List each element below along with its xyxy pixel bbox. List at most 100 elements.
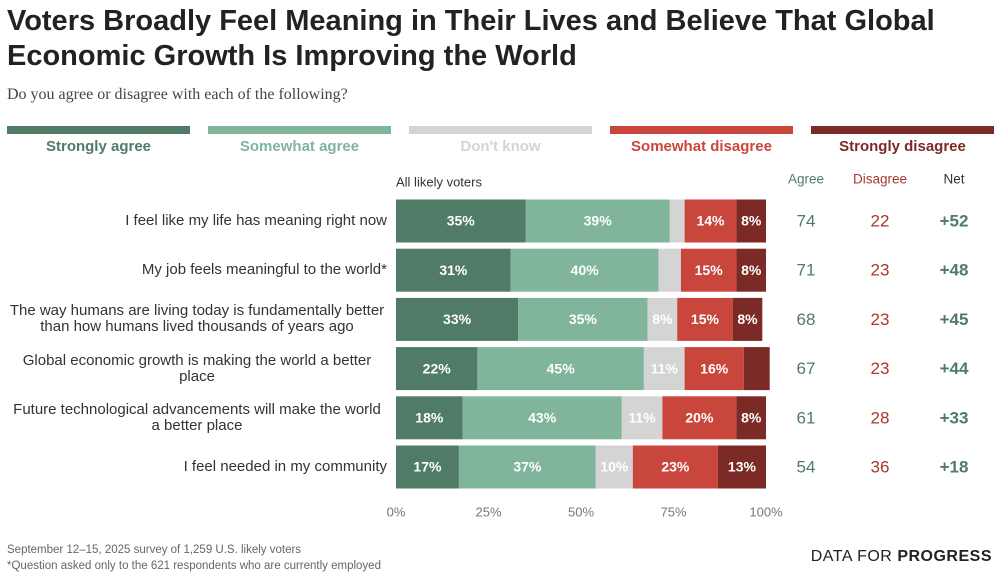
brand: DATA FOR PROGRESS — [811, 548, 992, 566]
bar-segment — [525, 199, 670, 243]
data-label: 20% — [685, 410, 714, 426]
category-text: I feel like my life has meaning right no… — [125, 212, 387, 229]
data-label: 33% — [443, 311, 472, 327]
column-header: Agree — [788, 172, 824, 187]
data-label: 15% — [695, 262, 724, 278]
data-label: 16% — [700, 360, 729, 376]
bar-segment — [684, 199, 737, 243]
bar-segment — [477, 347, 644, 391]
bar-segment — [743, 347, 770, 391]
bar-segment — [736, 199, 766, 243]
category-text: I feel needed in my community — [183, 458, 387, 475]
category-text: The way humans are living today is funda… — [9, 302, 385, 336]
bar-segment — [658, 248, 681, 292]
column-value: +18 — [940, 457, 969, 476]
data-label: 15% — [691, 311, 720, 327]
bar-segment — [458, 445, 596, 489]
legend-label: Don't know — [460, 138, 541, 155]
column-value: +52 — [940, 211, 969, 230]
data-label: 8% — [652, 311, 673, 327]
category-label: The way humans are living today is funda… — [0, 297, 387, 341]
bar-segment — [396, 347, 478, 391]
category-label: Future technological advancements will m… — [0, 396, 387, 440]
legend-swatch — [811, 126, 994, 134]
bar-segment — [647, 297, 678, 341]
bar-segment — [684, 347, 744, 391]
bar-segment — [510, 248, 659, 292]
column-value: 28 — [871, 408, 890, 427]
bar-segment — [621, 396, 663, 440]
column-value: 71 — [797, 261, 816, 280]
bar-segment — [643, 347, 685, 391]
x-tick-label: 100% — [749, 504, 783, 519]
category-label: Global economic growth is making the wor… — [0, 347, 387, 391]
category-label: I feel needed in my community — [0, 445, 387, 489]
bar-segment — [732, 297, 763, 341]
bar-segment — [462, 396, 622, 440]
column-value: 67 — [797, 359, 816, 378]
footnote: *Question asked only to the 621 responde… — [7, 560, 381, 572]
category-text: Future technological advancements will m… — [13, 400, 381, 434]
bar-segment — [677, 297, 733, 341]
bars-label: All likely voters — [396, 174, 482, 189]
bar-segment — [736, 248, 766, 292]
data-label: 8% — [741, 213, 762, 229]
bar-segment — [632, 445, 718, 489]
data-label: 45% — [547, 360, 576, 376]
data-label: 40% — [571, 262, 600, 278]
data-label: 31% — [439, 262, 468, 278]
bar-segment — [662, 396, 737, 440]
legend-swatch — [610, 126, 793, 134]
column-value: 74 — [797, 211, 816, 230]
column-value: 23 — [871, 359, 890, 378]
column-value: +33 — [940, 408, 969, 427]
data-label: 37% — [513, 459, 542, 475]
data-label: 11% — [628, 410, 656, 426]
legend-label: Strongly agree — [46, 138, 151, 155]
column-value: 61 — [797, 408, 816, 427]
data-label: 18% — [415, 410, 444, 426]
bar-segment — [680, 248, 737, 292]
bar-segment — [717, 445, 766, 489]
bar-segment — [595, 445, 633, 489]
legend-label: Somewhat disagree — [631, 138, 772, 155]
x-tick-label: 0% — [387, 504, 406, 519]
column-value: +45 — [940, 310, 969, 329]
chart-title: Voters Broadly Feel Meaning in Their Liv… — [7, 5, 935, 72]
chart-subtitle: Do you agree or disagree with each of th… — [7, 86, 348, 103]
bar-segment — [396, 248, 511, 292]
data-label: 8% — [737, 311, 758, 327]
data-label: 8% — [741, 410, 762, 426]
bar-segment — [396, 445, 459, 489]
legend-swatch — [208, 126, 391, 134]
footnote: September 12–15, 2025 survey of 1,259 U.… — [7, 544, 302, 556]
legend-label: Somewhat agree — [240, 138, 359, 155]
data-label: 23% — [661, 459, 690, 475]
column-value: +48 — [940, 261, 969, 280]
category-label: My job feels meaningful to the world* — [0, 248, 387, 292]
category-label: I feel like my life has meaning right no… — [0, 199, 387, 243]
category-text: My job feels meaningful to the world* — [141, 261, 387, 279]
column-value: 68 — [797, 310, 816, 329]
column-value: 22 — [871, 211, 890, 230]
column-value: 23 — [871, 261, 890, 280]
data-label: 13% — [728, 459, 757, 475]
data-label: 22% — [423, 360, 452, 376]
column-header: Disagree — [853, 172, 907, 187]
bar-segment — [396, 396, 463, 440]
bar-segment — [736, 396, 766, 440]
data-label: 43% — [528, 410, 557, 426]
x-tick-label: 50% — [568, 504, 594, 519]
data-label: 8% — [741, 262, 762, 278]
bar-segment — [669, 199, 685, 243]
bar-segment — [396, 199, 526, 243]
data-label: 35% — [569, 311, 598, 327]
legend-label: Strongly disagree — [839, 138, 966, 155]
data-label: 11% — [651, 360, 679, 376]
data-label: 14% — [696, 213, 725, 229]
data-label: 17% — [413, 459, 442, 475]
data-label: 35% — [447, 213, 476, 229]
column-value: +44 — [940, 359, 969, 378]
